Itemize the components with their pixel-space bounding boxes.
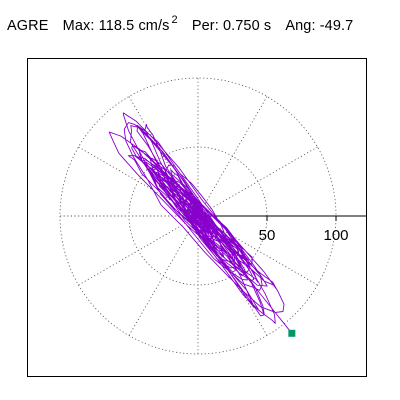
max-value: 118.5 cm/s [98, 18, 170, 34]
station-code: AGRE [7, 18, 49, 34]
angle-value: -49.7 [319, 18, 354, 34]
end-marker-square [288, 329, 296, 337]
grid-spoke-240 [128, 215, 199, 336]
ring-tick-label-1: 50 [259, 227, 276, 244]
grid-spoke-150 [78, 146, 199, 217]
angle-label: Ang: [285, 18, 316, 34]
period-value: 0.750 s [222, 18, 272, 34]
max-label: Max: [62, 18, 95, 34]
motion-trace [108, 112, 293, 334]
ring-tick-label-2: 100 [323, 227, 348, 244]
grid-spoke-210 [78, 215, 199, 286]
grid-spoke-30 [197, 146, 318, 217]
period-label: Per: [191, 18, 219, 34]
plot-header: AGRE Max: 118.5 cm/s 2 Per: 0.750 s Ang: … [7, 14, 354, 34]
end-marker [288, 329, 296, 337]
grid-spoke-330 [197, 215, 318, 286]
plot-frame [27, 58, 367, 377]
polar-axes [198, 215, 366, 221]
grid-spoke-60 [197, 96, 268, 217]
ring-tick-labels: 50 100 [259, 227, 349, 244]
grid-spoke-120 [128, 96, 199, 217]
max-exponent: 2 [171, 14, 178, 26]
motion-trace-path [108, 112, 293, 334]
